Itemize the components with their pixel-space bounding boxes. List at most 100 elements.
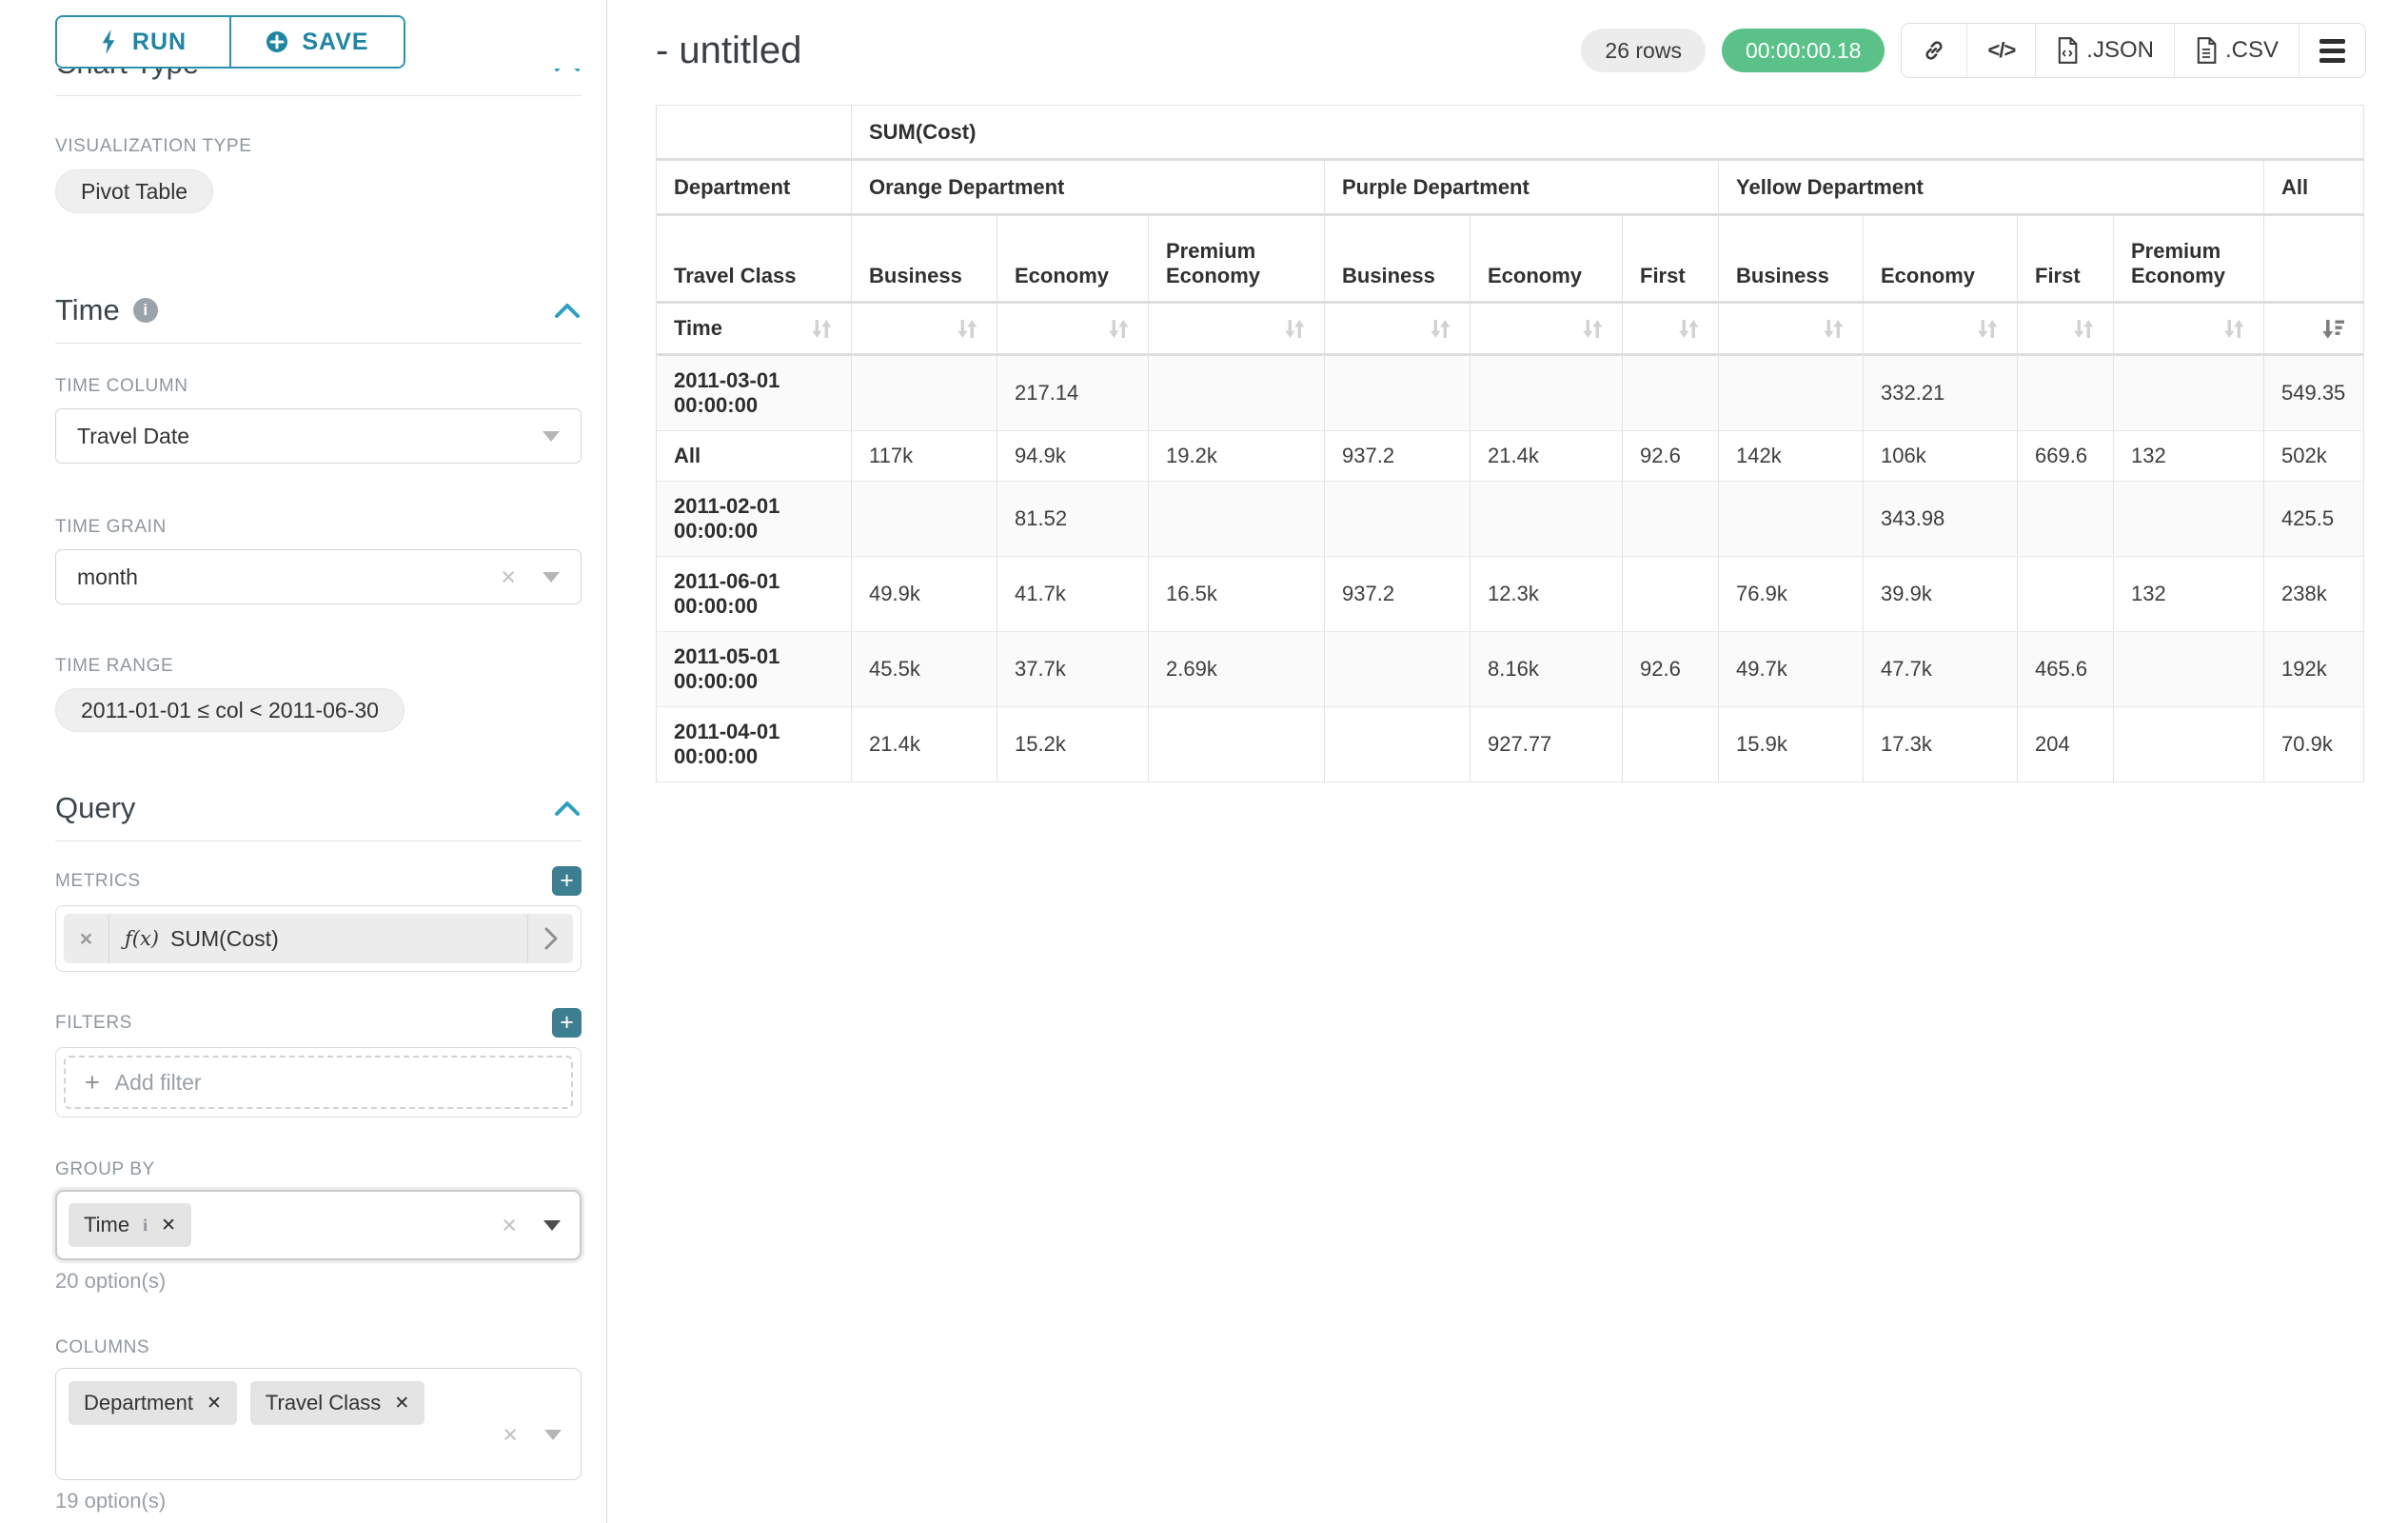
chip-remove-icon[interactable]: ✕: [206, 1393, 222, 1414]
pivot-value-cell: [1470, 482, 1623, 557]
group-by-label: GROUP BY: [55, 1159, 155, 1179]
metrics-label-row: METRICS +: [55, 866, 582, 896]
sort-icon: [1978, 319, 1998, 338]
pivot-value-cell: [2114, 632, 2264, 707]
pivot-value-cell: 39.9k: [1864, 557, 2018, 632]
columns-select[interactable]: Department ✕ Travel Class ✕ ×: [55, 1368, 582, 1480]
copy-link-button[interactable]: [1902, 24, 1967, 77]
time-column-select[interactable]: Travel Date: [55, 408, 582, 464]
column-subheader: Business: [1325, 216, 1470, 304]
sortable-column-header[interactable]: [1864, 304, 2018, 356]
clear-icon[interactable]: ×: [502, 1210, 517, 1239]
chart-title[interactable]: - untitled: [656, 29, 802, 71]
sortable-column-header[interactable]: [2264, 304, 2365, 356]
clear-icon[interactable]: ×: [501, 562, 516, 591]
function-icon: ƒ(x): [125, 927, 160, 950]
add-filter-button[interactable]: + Add filter: [64, 1056, 573, 1109]
sort-icon: [1109, 319, 1129, 338]
pivot-value-cell: 49.7k: [1719, 632, 1864, 707]
chevron-down-icon[interactable]: [543, 1219, 561, 1231]
group-by-chips: Time i ✕: [69, 1203, 192, 1247]
pivot-value-cell: 132: [2114, 431, 2264, 482]
pivot-value-cell: [1325, 482, 1470, 557]
pivot-value-cell: 192k: [2264, 632, 2365, 707]
query-timer-badge: 00:00:00.18: [1721, 29, 1885, 72]
selected-option-chip[interactable]: Travel Class ✕: [249, 1381, 425, 1425]
pivot-value-cell: [1719, 482, 1864, 557]
pivot-value-cell: [1623, 707, 1719, 782]
chevron-down-icon[interactable]: [543, 571, 560, 583]
chip-label: Travel Class: [265, 1391, 382, 1414]
pivot-data-row: 2011-03-01 00:00:00 217.14 332.21 549.35: [657, 356, 2365, 431]
time-row-header[interactable]: Time: [657, 304, 852, 356]
pivot-value-cell: [2114, 482, 2264, 557]
export-csv-label: .CSV: [2224, 37, 2279, 63]
code-icon: </>: [1987, 38, 2016, 62]
pivot-value-cell: [2018, 356, 2114, 431]
embed-code-button[interactable]: </>: [1966, 24, 2036, 77]
metric-body: ƒ(x) SUM(Cost): [109, 926, 527, 952]
row-dimension-header: Travel Class: [657, 216, 852, 304]
pivot-value-cell: [1623, 482, 1719, 557]
sortable-column-header[interactable]: [2018, 304, 2114, 356]
chevron-down-icon[interactable]: [543, 430, 560, 442]
metric-pill[interactable]: × ƒ(x) SUM(Cost): [64, 914, 573, 963]
sort-icon: [1583, 319, 1603, 338]
time-range-pill[interactable]: 2011-01-01 ≤ col < 2011-06-30: [55, 688, 405, 732]
chevron-up-icon[interactable]: [553, 798, 582, 819]
visualization-type-pill[interactable]: Pivot Table: [55, 169, 214, 213]
menu-button[interactable]: [2299, 24, 2365, 77]
column-subheader: Economy: [1470, 216, 1623, 304]
row-label-cell: 2011-02-01 00:00:00: [657, 482, 852, 557]
time-column-label: TIME COLUMN: [55, 376, 188, 396]
chevron-up-icon[interactable]: [553, 300, 582, 321]
plus-circle-icon: [266, 31, 288, 52]
add-filter-plus-button[interactable]: +: [552, 1008, 582, 1038]
pivot-value-cell: 17.3k: [1864, 707, 2018, 782]
sortable-column-header[interactable]: [2114, 304, 2264, 356]
export-csv-button[interactable]: .CSV: [2173, 24, 2299, 77]
query-section-header: Query: [55, 791, 582, 825]
time-grain-select[interactable]: month ×: [55, 549, 582, 604]
sortable-column-header[interactable]: [1623, 304, 1719, 356]
pivot-data-row: 2011-05-01 00:00:00 45.5k 37.7k 2.69k 8.16k 9…: [657, 632, 2365, 707]
run-button[interactable]: RUN: [57, 17, 229, 67]
row-label-cell: 2011-06-01 00:00:00: [657, 557, 852, 632]
save-button[interactable]: SAVE: [229, 17, 404, 67]
chip-remove-icon[interactable]: ✕: [161, 1215, 177, 1236]
metrics-label: METRICS: [55, 870, 141, 891]
chevron-down-icon[interactable]: [544, 1430, 562, 1440]
clear-icon[interactable]: ×: [503, 1420, 518, 1449]
sortable-column-header[interactable]: [852, 304, 997, 356]
sort-descending-icon: [2322, 319, 2345, 339]
pivot-value-cell: [1719, 356, 1864, 431]
remove-metric-icon[interactable]: ×: [64, 914, 109, 963]
group-by-select[interactable]: Time i ✕ ×: [55, 1190, 582, 1260]
control-panel-scroll[interactable]: Chart Type VISUALIZATION TYPE Pivot Tabl…: [0, 44, 606, 1523]
sortable-column-header[interactable]: [1325, 304, 1470, 356]
pivot-value-cell: 465.6: [2018, 632, 2114, 707]
pivot-value-cell: 238k: [2264, 557, 2365, 632]
selected-option-chip[interactable]: Time i ✕: [69, 1203, 192, 1247]
column-group-header: Yellow Department: [1719, 161, 2264, 216]
pivot-data-row: 2011-06-01 00:00:00 49.9k 41.7k 16.5k 937.2 1…: [657, 557, 2365, 632]
chip-label: Department: [84, 1391, 193, 1414]
pivot-value-cell: 49.9k: [852, 557, 997, 632]
info-icon: i: [143, 1215, 148, 1235]
columns-chips: Department ✕ Travel Class ✕: [69, 1381, 425, 1425]
chip-remove-icon[interactable]: ✕: [394, 1393, 410, 1414]
metric-expand-button[interactable]: [527, 914, 573, 963]
sortable-column-header[interactable]: [1470, 304, 1623, 356]
section-divider: [55, 95, 582, 96]
sortable-column-header[interactable]: [997, 304, 1149, 356]
export-json-button[interactable]: .JSON: [2035, 24, 2174, 77]
info-icon: i: [132, 298, 158, 323]
selected-option-chip[interactable]: Department ✕: [69, 1381, 237, 1425]
sortable-column-header[interactable]: [1149, 304, 1325, 356]
pivot-value-cell: 41.7k: [997, 557, 1149, 632]
add-metric-button[interactable]: +: [552, 866, 582, 896]
row-dimension-header: Department: [657, 161, 852, 216]
sortable-column-header[interactable]: [1719, 304, 1864, 356]
sort-icon: [957, 319, 977, 338]
query-section-title: Query: [55, 791, 136, 824]
